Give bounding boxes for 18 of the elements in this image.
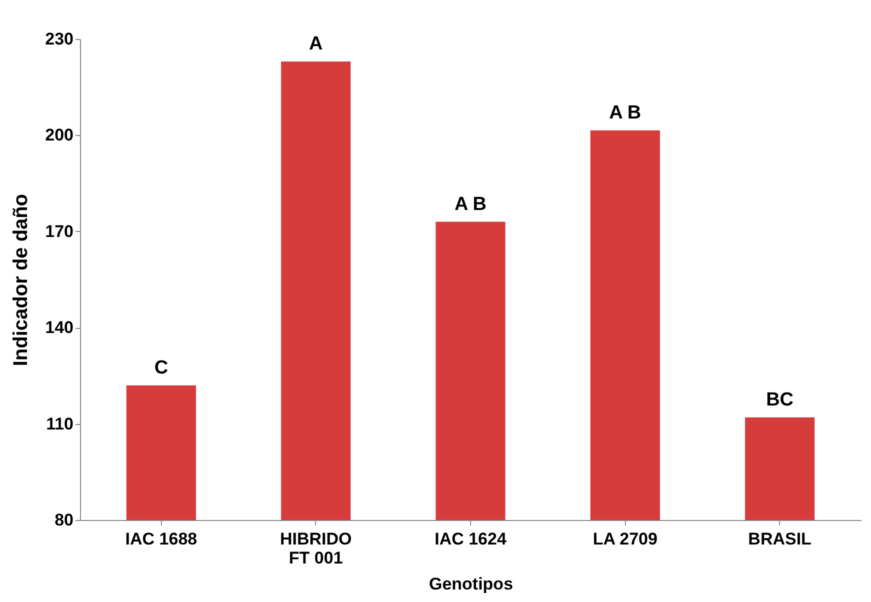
annotation: A B <box>609 102 642 124</box>
annotation: A B <box>454 194 487 215</box>
y-tick-label: 230 <box>45 30 74 48</box>
x-tick-label: BRASIL <box>748 530 812 548</box>
x-axis-title: Genotipos <box>428 574 514 594</box>
annotation: A <box>308 33 323 54</box>
y-axis-title: Indicador de daño <box>10 194 32 366</box>
y-tick-label: 200 <box>45 126 74 145</box>
annotation: C <box>154 357 168 378</box>
y-tick-label: 110 <box>46 414 74 434</box>
y-tick-label: 140 <box>45 318 74 338</box>
x-tick-label: IAC 1688 <box>125 530 198 548</box>
x-tick-label: HIBRIDO FT 001 <box>280 530 352 568</box>
x-tick-label: LA 2709 <box>592 530 658 548</box>
y-tick-label: 80 <box>54 510 74 530</box>
y-tick-label: 170 <box>45 222 74 241</box>
x-tick-label: IAC 1624 <box>434 530 507 548</box>
annotation: BC <box>766 389 794 410</box>
